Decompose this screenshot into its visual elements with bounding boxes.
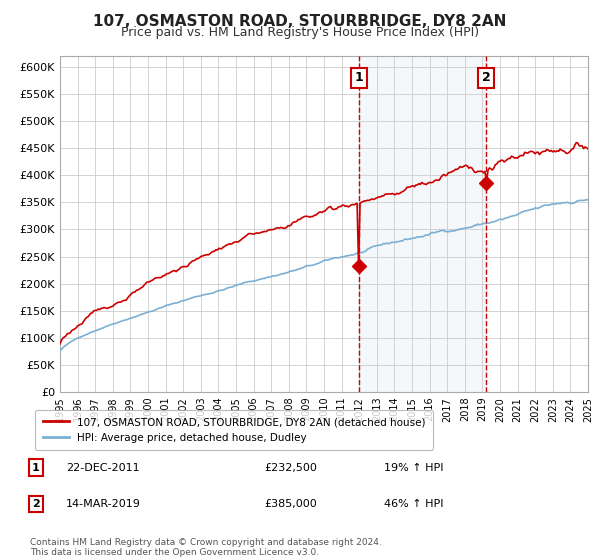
Text: 46% ↑ HPI: 46% ↑ HPI	[384, 499, 443, 509]
Text: 1: 1	[354, 71, 363, 85]
Text: £385,000: £385,000	[264, 499, 317, 509]
Text: 107, OSMASTON ROAD, STOURBRIDGE, DY8 2AN: 107, OSMASTON ROAD, STOURBRIDGE, DY8 2AN	[94, 14, 506, 29]
Bar	[359, 56, 486, 392]
Text: 2: 2	[32, 499, 40, 509]
Text: Contains HM Land Registry data © Crown copyright and database right 2024.
This d: Contains HM Land Registry data © Crown c…	[30, 538, 382, 557]
Text: £232,500: £232,500	[264, 463, 317, 473]
Text: 22-DEC-2011: 22-DEC-2011	[66, 463, 140, 473]
Text: Price paid vs. HM Land Registry's House Price Index (HPI): Price paid vs. HM Land Registry's House …	[121, 26, 479, 39]
Text: 1: 1	[32, 463, 40, 473]
Text: 14-MAR-2019: 14-MAR-2019	[66, 499, 141, 509]
Text: 19% ↑ HPI: 19% ↑ HPI	[384, 463, 443, 473]
Legend: 107, OSMASTON ROAD, STOURBRIDGE, DY8 2AN (detached house), HPI: Average price, d: 107, OSMASTON ROAD, STOURBRIDGE, DY8 2AN…	[35, 410, 433, 450]
Text: 2: 2	[482, 71, 490, 85]
